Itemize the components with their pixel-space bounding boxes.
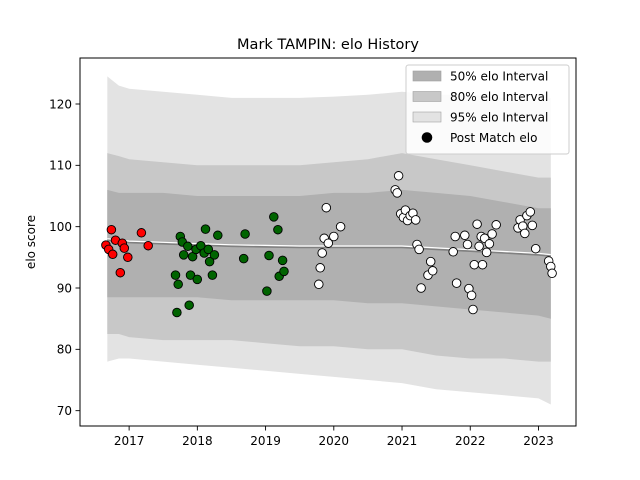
data-point — [481, 247, 492, 258]
data-point — [321, 202, 332, 213]
data-point — [460, 230, 470, 241]
data-point — [200, 224, 211, 234]
data-point — [469, 259, 480, 270]
legend-swatch — [412, 70, 442, 82]
band-50-interval — [107, 189, 551, 319]
data-point — [213, 230, 223, 241]
data-point — [240, 229, 250, 239]
x-tick-label: 2018 — [182, 434, 213, 448]
data-point — [525, 207, 536, 217]
data-point — [315, 263, 325, 273]
x-tick-label: 2019 — [250, 434, 281, 448]
post-match-series-2 — [170, 212, 289, 318]
data-point — [484, 239, 495, 249]
data-point — [262, 286, 272, 296]
data-point — [123, 252, 133, 263]
data-point — [192, 274, 203, 285]
data-point — [448, 247, 458, 257]
y-axis-label: elo score — [24, 215, 38, 269]
data-point — [491, 220, 501, 230]
data-point — [335, 221, 346, 232]
data-point — [329, 231, 339, 242]
data-point — [410, 215, 421, 225]
data-point — [393, 171, 404, 181]
data-point — [477, 259, 488, 270]
legend: 50% elo Interval 80% elo Interval 95% elo … — [405, 64, 570, 155]
data-point — [238, 253, 249, 264]
data-point — [450, 231, 460, 242]
plot-frame — [79, 57, 577, 427]
data-point — [203, 244, 214, 255]
x-tick-label: 2020 — [319, 434, 350, 448]
x-axis: 2017 2018 2019 2020 2021 2022 2023 — [114, 426, 554, 448]
data-point — [427, 266, 438, 276]
post-match-series-3 — [314, 171, 557, 315]
y-tick-label: 120 — [49, 97, 72, 111]
data-point — [273, 224, 283, 235]
data-point — [487, 229, 497, 239]
x-tick-label: 2023 — [523, 434, 554, 448]
x-tick-label: 2017 — [114, 434, 145, 448]
data-point — [178, 250, 189, 260]
data-point — [173, 279, 183, 290]
data-point — [416, 283, 426, 293]
data-point — [107, 249, 118, 260]
legend-label: 80% elo Interval — [450, 90, 548, 104]
data-point — [106, 224, 117, 235]
data-point — [547, 268, 557, 279]
chart-title: Mark TAMPIN: elo History — [237, 37, 419, 53]
data-point — [269, 212, 279, 222]
y-axis: 70 80 90 100 110 120 — [49, 97, 80, 418]
data-point — [207, 270, 218, 280]
data-point — [472, 219, 482, 229]
plot-content — [101, 76, 557, 405]
data-point — [143, 240, 153, 251]
data-point — [468, 304, 478, 315]
data-point — [451, 278, 462, 288]
data-point — [209, 250, 220, 260]
data-point — [115, 267, 126, 278]
y-tick-label: 100 — [49, 220, 72, 234]
y-tick-label: 110 — [49, 159, 72, 173]
data-point — [474, 241, 484, 252]
data-point — [170, 270, 181, 280]
data-point — [184, 300, 194, 310]
data-point — [204, 256, 215, 267]
legend-label: 95% elo Interval — [450, 111, 548, 125]
legend-swatch — [412, 91, 442, 102]
legend-box — [405, 64, 570, 155]
data-point — [530, 243, 541, 254]
data-point — [185, 270, 196, 280]
data-point — [119, 243, 130, 253]
y-tick-label: 80 — [57, 343, 72, 357]
data-point — [520, 228, 530, 239]
y-tick-label: 90 — [57, 281, 72, 295]
data-point — [414, 244, 424, 255]
legend-label: Post Match elo — [450, 131, 537, 145]
data-point — [462, 239, 473, 250]
x-tick-label: 2021 — [387, 434, 418, 448]
data-point — [183, 241, 193, 252]
data-point — [314, 279, 324, 290]
data-point — [172, 307, 182, 318]
data-point — [392, 188, 402, 198]
data-point — [136, 228, 147, 238]
y-tick-label: 70 — [57, 404, 72, 418]
post-match-series-1 — [101, 224, 153, 278]
data-point — [277, 255, 288, 266]
legend-label: 50% elo Interval — [450, 70, 548, 84]
data-point — [264, 250, 274, 261]
data-point — [323, 238, 334, 248]
x-tick-label: 2022 — [455, 434, 486, 448]
data-point — [279, 266, 289, 277]
plot-area — [101, 76, 557, 405]
data-point — [425, 256, 436, 267]
data-point — [527, 220, 538, 231]
data-point — [466, 290, 477, 301]
data-point — [317, 248, 327, 258]
legend-swatch — [412, 111, 442, 123]
legend-marker — [421, 132, 433, 143]
